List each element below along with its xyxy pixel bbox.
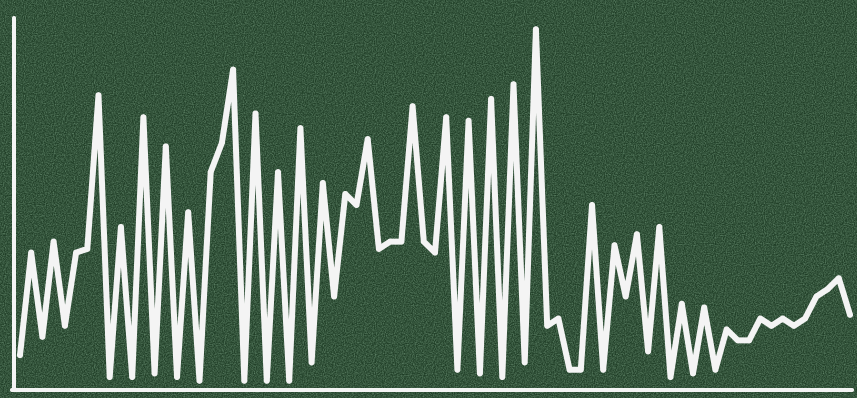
data-point xyxy=(95,92,102,99)
data-point xyxy=(476,370,483,377)
data-point xyxy=(375,245,382,252)
data-point xyxy=(566,366,573,373)
data-point xyxy=(790,322,797,329)
data-point xyxy=(499,374,506,380)
data-point xyxy=(61,322,68,329)
data-point xyxy=(353,202,360,208)
data-point xyxy=(600,366,607,373)
data-point xyxy=(656,224,663,230)
data-point xyxy=(297,125,304,132)
data-point xyxy=(230,66,237,73)
data-point xyxy=(555,315,562,322)
data-point xyxy=(510,81,517,88)
data-point xyxy=(757,315,764,322)
data-point xyxy=(645,348,652,355)
data-point xyxy=(84,245,91,252)
series-group xyxy=(17,26,853,384)
data-point xyxy=(723,326,730,333)
data-point xyxy=(667,374,674,380)
data-point xyxy=(690,370,696,377)
data-point xyxy=(768,322,775,329)
data-point xyxy=(802,315,809,322)
data-point xyxy=(454,366,461,373)
data-point xyxy=(611,242,618,249)
data-point xyxy=(364,136,371,143)
data-point xyxy=(73,249,80,256)
data-point xyxy=(678,300,685,307)
data-point xyxy=(319,180,326,186)
data-point xyxy=(28,249,35,256)
data-point xyxy=(275,169,281,176)
data-point xyxy=(252,110,259,117)
data-point xyxy=(331,293,338,300)
data-point xyxy=(420,238,427,245)
data-point xyxy=(847,311,853,318)
data-point xyxy=(162,143,169,150)
data-point xyxy=(196,377,203,384)
data-point xyxy=(633,231,640,238)
data-point xyxy=(263,377,270,384)
data-point xyxy=(779,315,786,322)
data-point xyxy=(443,114,450,121)
data-point xyxy=(577,366,584,373)
data-point xyxy=(286,377,293,384)
data-point xyxy=(129,374,136,380)
data-point xyxy=(387,238,394,245)
data-point xyxy=(589,202,595,208)
data-point xyxy=(813,293,820,300)
data-point xyxy=(622,293,629,300)
data-point xyxy=(308,359,315,366)
data-point xyxy=(824,286,831,293)
data-point xyxy=(432,249,438,256)
data-point xyxy=(532,26,539,33)
data-point xyxy=(140,114,147,121)
data-point xyxy=(734,337,741,344)
data-point xyxy=(712,366,719,373)
data-point xyxy=(50,238,57,245)
data-point xyxy=(409,103,416,110)
data-point xyxy=(746,337,753,344)
data-point xyxy=(241,377,248,384)
data-point xyxy=(544,322,551,329)
data-point xyxy=(151,370,158,377)
data-point xyxy=(701,304,708,311)
data-point xyxy=(207,169,214,176)
data-point xyxy=(488,95,495,102)
data-point xyxy=(174,374,180,380)
data-point xyxy=(342,191,349,197)
data-point xyxy=(17,352,23,359)
data-point xyxy=(835,275,842,282)
data-point xyxy=(185,209,192,216)
data-point xyxy=(117,224,124,230)
data-point xyxy=(465,117,472,124)
data-point xyxy=(218,139,225,146)
data-point xyxy=(521,359,528,366)
data-point xyxy=(39,333,46,340)
data-point xyxy=(106,374,113,380)
data-point xyxy=(398,238,405,245)
